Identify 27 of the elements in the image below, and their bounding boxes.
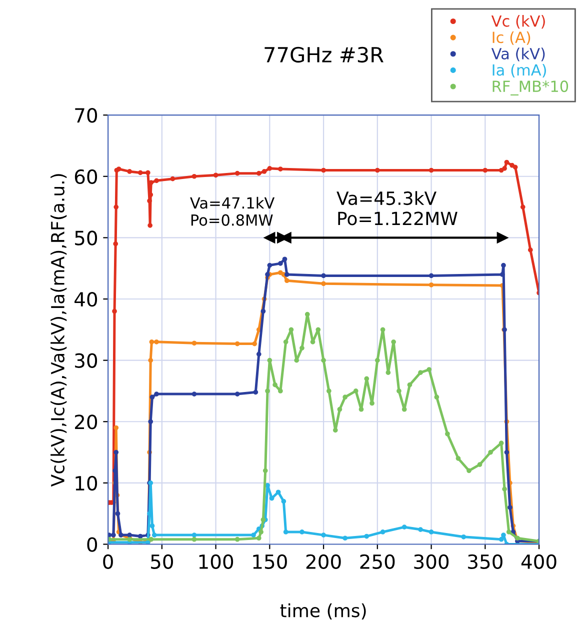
annotation: Va=45.3kV Po=1.122MW (336, 191, 458, 226)
x-tick-label: 50 (151, 554, 173, 570)
y-tick-label: 30 (75, 353, 98, 368)
chart-title: 77GHz #3R (264, 46, 384, 63)
y-tick-label: 50 (75, 230, 98, 246)
annotation: Va=47.1kV Po=0.8MW (190, 196, 275, 226)
x-axis-title: time (ms) (280, 603, 366, 620)
y-axis-title: Vc(kV),Ic(A),Va(kV),Ia(mA),RF(a.u.) (50, 174, 67, 487)
y-tick-label: 20 (75, 414, 98, 430)
text: Ia (mA) (492, 64, 546, 78)
x-tick-label: 0 (103, 554, 113, 570)
y-tick-label: 40 (74, 292, 98, 307)
text: Ic (A) (492, 31, 530, 45)
y-tick-label: 70 (75, 108, 98, 123)
text: RF_MB*10 (492, 80, 568, 96)
y-tick-label: 0 (87, 537, 98, 552)
x-tick-label: 250 (360, 554, 395, 570)
x-tick-label: 400 (521, 554, 556, 570)
x-tick-label: 100 (199, 554, 234, 570)
y-tick-label: 10 (76, 476, 98, 491)
x-tick-label: 150 (253, 554, 287, 570)
x-tick-label: 350 (468, 554, 502, 570)
x-tick-label: 200 (306, 554, 341, 570)
legend-label: Va (kV) (491, 48, 545, 62)
y-tick-label: 60 (74, 169, 98, 184)
x-tick-label: 300 (414, 554, 449, 570)
legend-label: Vc (kV) (491, 14, 545, 29)
